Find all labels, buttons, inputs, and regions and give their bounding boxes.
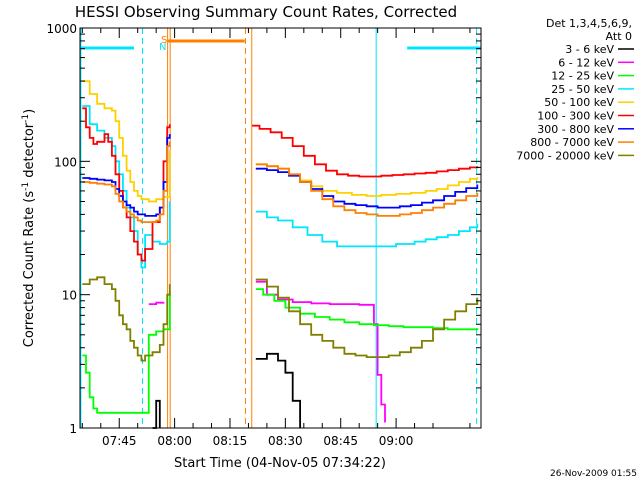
plot-area: NS bbox=[80, 28, 481, 429]
x-tick-label-3: 08:30 bbox=[268, 434, 303, 448]
y-tick-label-1: 10 bbox=[62, 289, 77, 303]
legend-header-2: Att 0 bbox=[606, 30, 632, 43]
plot-frame bbox=[79, 27, 482, 429]
x-tick-label-2: 08:15 bbox=[213, 434, 248, 448]
legend-label-2: 12 - 25 keV bbox=[551, 70, 614, 83]
series-line-7 bbox=[82, 141, 479, 223]
y-axis-label-end: ) bbox=[22, 109, 37, 114]
saa-flag-label: S bbox=[161, 35, 167, 46]
y-tick-label-2: 100 bbox=[54, 155, 77, 169]
x-tick-label-0: 07:45 bbox=[102, 434, 137, 448]
night-flag-label: N bbox=[159, 42, 166, 53]
y-axis-label-sup1: -1 bbox=[21, 182, 31, 191]
legend-label-5: 100 - 300 keV bbox=[537, 110, 614, 123]
x-tick-label-1: 08:00 bbox=[157, 434, 192, 448]
x-axis-label: Start Time (04-Nov-05 07:34:22) bbox=[174, 456, 386, 471]
legend-label-1: 6 - 12 keV bbox=[558, 56, 614, 69]
legend-header-1: Det 1,3,4,5,6,9, bbox=[546, 17, 632, 30]
y-tick-label-0: 1 bbox=[69, 422, 77, 436]
legend-label-0: 3 - 6 keV bbox=[565, 43, 614, 56]
legend-label-4: 50 - 100 keV bbox=[544, 96, 614, 109]
series-line-8 bbox=[82, 276, 479, 362]
y-axis-label: Corrected Count Rate (s-1 detector-1) bbox=[21, 109, 37, 347]
chart-title: HESSI Observing Summary Count Rates, Cor… bbox=[75, 3, 457, 21]
footer-timestamp: 26-Nov-2009 01:55 bbox=[550, 469, 637, 479]
axes: 1 10 100 1000 07:45 08:00 08:15 08:30 08:45 09:00 bbox=[46, 22, 481, 448]
series-line-6 bbox=[82, 134, 479, 217]
x-tick-label-4: 08:45 bbox=[323, 434, 358, 448]
y-axis-label-main: Corrected Count Rate (s bbox=[22, 191, 37, 348]
legend-label-3: 25 - 50 keV bbox=[551, 83, 614, 96]
legend-label-6: 300 - 800 keV bbox=[537, 123, 614, 136]
y-axis-label-sup2: -1 bbox=[21, 114, 31, 123]
x-tick-label-5: 09:00 bbox=[379, 434, 414, 448]
legend-label-8: 7000 - 20000 keV bbox=[516, 149, 614, 162]
y-tick-label-3: 1000 bbox=[46, 22, 77, 36]
legend-label-7: 800 - 7000 keV bbox=[530, 136, 614, 149]
y-axis-label-mid: detector bbox=[22, 122, 37, 182]
